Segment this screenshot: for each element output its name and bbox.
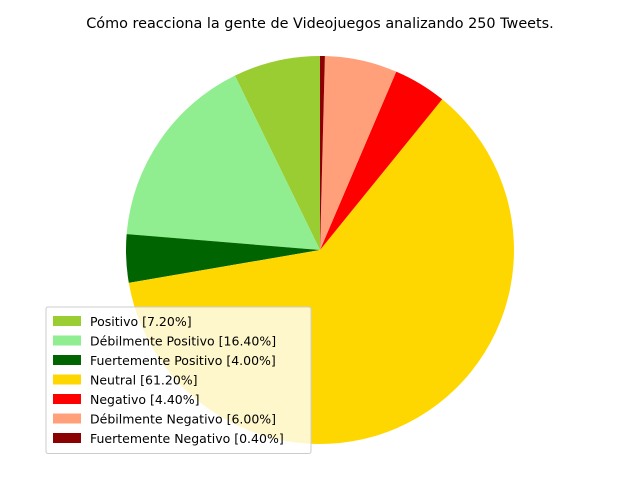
pie-slice-5 [320, 56, 397, 250]
legend-label-5: Débilmente Negativo [6.00%] [90, 412, 276, 427]
legend-swatch-3 [53, 374, 81, 385]
pie-slice-6 [320, 56, 325, 250]
pie-slice-0 [234, 56, 320, 250]
legend-label-3: Neutral [61.20%] [90, 373, 198, 388]
pie-slice-4 [320, 71, 443, 250]
legend-label-1: Débilmente Positivo [16.40%] [90, 334, 276, 349]
legend-swatch-5 [53, 413, 81, 424]
chart-title: Cómo reacciona la gente de Videojuegos a… [86, 16, 554, 32]
pie-slice-2 [125, 234, 320, 283]
legend-swatch-1 [53, 335, 81, 346]
legend-label-2: Fuertemente Positivo [4.00%] [90, 353, 276, 368]
legend-swatch-4 [53, 394, 81, 404]
legend-label-0: Positivo [7.20%] [90, 314, 192, 329]
pie-slice-1 [126, 75, 321, 250]
legend-swatch-6 [53, 433, 81, 443]
legend-swatch-2 [53, 355, 81, 365]
legend: Positivo [7.20%] Débilmente Positivo [16.… [45, 306, 312, 454]
legend-label-4: Negativo [4.40%] [90, 392, 200, 407]
legend-frame [45, 306, 312, 454]
legend-swatch-0 [53, 316, 81, 326]
legend-label-6: Fuertemente Negativo [0.40%] [90, 431, 284, 446]
